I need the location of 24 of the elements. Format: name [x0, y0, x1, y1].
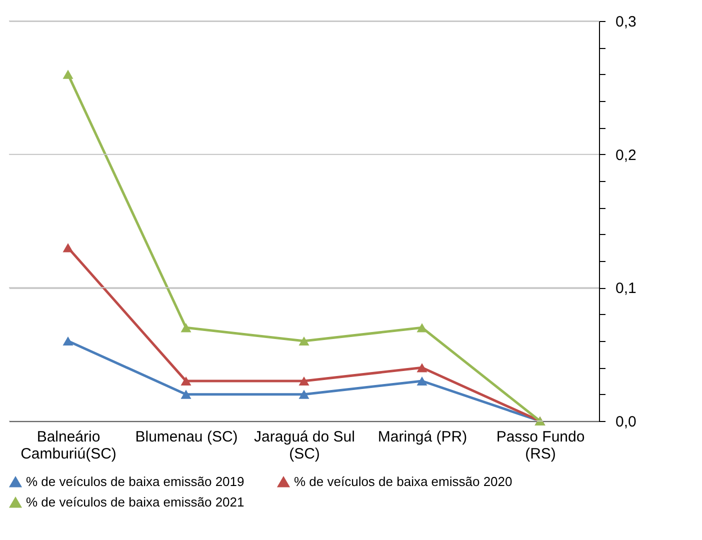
point — [62, 243, 74, 252]
point — [416, 323, 428, 332]
y-tick-label: 0,2 — [616, 146, 636, 164]
point — [180, 376, 192, 386]
point — [180, 390, 192, 399]
y-tick-label: 0,1 — [616, 280, 636, 298]
point — [416, 376, 428, 386]
x-tick-label: Passo Fundo (RS) — [496, 428, 585, 462]
x-tick-label: Maringá (PR) — [378, 428, 468, 446]
point — [298, 390, 310, 399]
point — [180, 323, 192, 332]
point — [298, 376, 310, 386]
x-tick-label: Jaraguá do Sul (SC) — [254, 428, 355, 462]
point — [298, 336, 310, 346]
point — [416, 363, 428, 372]
y-tick-label: 0,0 — [616, 414, 636, 430]
legend-label: % de veículos de baixa emissão 2020 — [294, 474, 512, 489]
point — [62, 70, 74, 79]
x-tick-label: Balneário Camburiú(SC) — [20, 428, 116, 462]
legend-label: % de veículos de baixa emissão 2019 — [26, 474, 244, 489]
legend-label: % de veículos de baixa emissão 2021 — [26, 494, 244, 510]
y-tick-label: 0,3 — [616, 14, 636, 30]
point — [62, 336, 74, 346]
x-tick-label: Blumenau (SC) — [135, 428, 238, 446]
